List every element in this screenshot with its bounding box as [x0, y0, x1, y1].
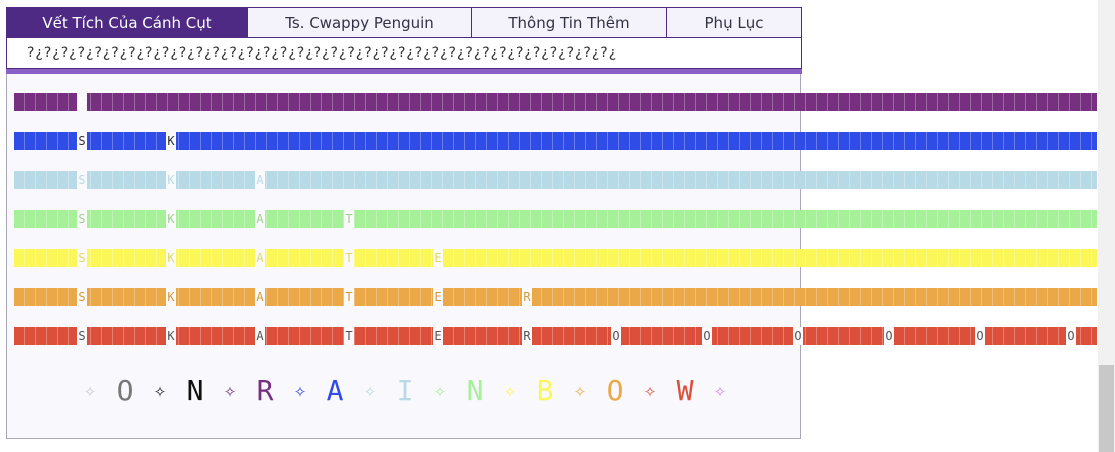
bar-letter: K	[166, 327, 176, 345]
bar-letter: T	[344, 288, 354, 306]
bar-letter: S	[77, 327, 87, 345]
tab-bar: Vết Tích Của Cánh Cụt Ts. Cwappy Penguin…	[6, 7, 802, 38]
tab-cwappy-penguin[interactable]: Ts. Cwappy Penguin	[248, 7, 472, 38]
rainbow-letter: O	[606, 373, 624, 407]
bar-letter: S	[77, 288, 87, 306]
bar-letter: A	[255, 210, 265, 228]
rainbow-letter: I	[396, 373, 414, 407]
bar-letter: A	[255, 327, 265, 345]
bar-letter: A	[255, 171, 265, 189]
sparkle-icon: ✧	[293, 378, 307, 402]
bar-letter: T	[344, 249, 354, 267]
scrollbar-track[interactable]	[1098, 0, 1115, 452]
bar-letter: K	[166, 210, 176, 228]
sparkle-icon: ✧	[573, 378, 587, 402]
bar-letter: O	[1066, 327, 1076, 345]
bar-letter: R	[522, 327, 532, 345]
accent-line	[6, 69, 802, 74]
bar-letter: O	[884, 327, 894, 345]
bar-letter: O	[975, 327, 985, 345]
sparkle-icon: ✧	[223, 378, 237, 402]
bar-letter: A	[255, 288, 265, 306]
bar-letter: S	[77, 132, 87, 150]
tab-more-info[interactable]: Thông Tin Thêm	[472, 7, 667, 38]
rainbow-word: ✧ O ✧ N ✧ R ✧ A ✧ I ✧ N ✧ B ✧ O ✧ W ✧	[72, 370, 738, 410]
bar-letter: T	[344, 327, 354, 345]
rainbow-letter: N	[186, 373, 204, 407]
rainbow-letter: O	[116, 373, 134, 407]
bar-letter: E	[433, 288, 443, 306]
sparkle-icon: ✧	[433, 378, 447, 402]
sparkle-icon: ✧	[643, 378, 657, 402]
bar-letter: S	[77, 93, 87, 111]
bar-letter: S	[77, 210, 87, 228]
bar-letter: O	[793, 327, 803, 345]
sparkle-icon: ✧	[363, 378, 377, 402]
bar-letter: R	[522, 288, 532, 306]
sparkle-icon: ✧	[503, 378, 517, 402]
sparkle-icon: ✧	[713, 378, 727, 402]
color-bar-1: S	[14, 93, 1097, 111]
subtitle-bar: ?¿?¿?¿?¿?¿?¿?¿?¿?¿?¿?¿?¿?¿?¿?¿?¿?¿?¿?¿?¿…	[6, 38, 802, 69]
bar-letter: S	[77, 249, 87, 267]
bar-letter: A	[255, 249, 265, 267]
scrollbar-thumb[interactable]	[1099, 365, 1114, 452]
bar-letter: S	[77, 171, 87, 189]
bar-letter: E	[433, 249, 443, 267]
bar-letter: O	[611, 327, 621, 345]
bar-letter: K	[166, 132, 176, 150]
bar-letter: K	[166, 288, 176, 306]
sparkle-icon: ✧	[83, 378, 97, 402]
subtitle-text: ?¿?¿?¿?¿?¿?¿?¿?¿?¿?¿?¿?¿?¿?¿?¿?¿?¿?¿?¿?¿…	[27, 45, 618, 61]
rainbow-letter: A	[326, 373, 344, 407]
sparkle-icon: ✧	[153, 378, 167, 402]
tab-appendix[interactable]: Phụ Lục	[667, 7, 802, 38]
rainbow-letter: R	[256, 373, 274, 407]
tab-traces[interactable]: Vết Tích Của Cánh Cụt	[6, 7, 248, 38]
rainbow-letter: B	[536, 373, 554, 407]
bar-letter: K	[166, 171, 176, 189]
rainbow-letter: W	[676, 373, 694, 407]
bar-letter: E	[433, 327, 443, 345]
rainbow-letter: N	[466, 373, 484, 407]
bar-letter: K	[166, 249, 176, 267]
bar-letter: O	[702, 327, 712, 345]
bar-letter: T	[344, 210, 354, 228]
